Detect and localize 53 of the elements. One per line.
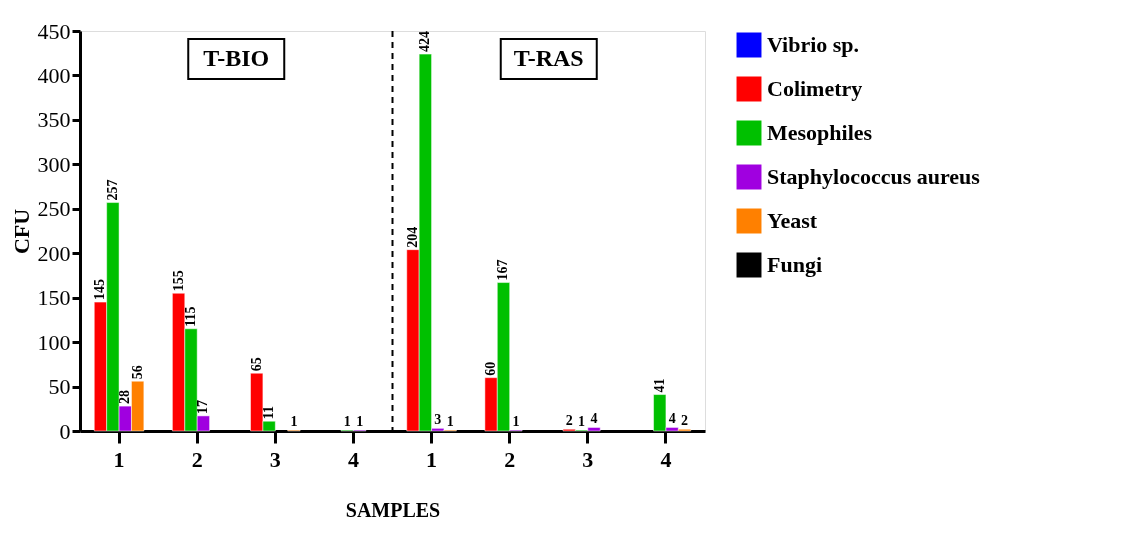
data-label: 3 — [434, 412, 442, 428]
legend-label: Fungi — [767, 252, 823, 277]
y-tick-label: 200 — [37, 240, 71, 266]
data-label: 41 — [651, 378, 667, 393]
data-label: 1 — [343, 414, 351, 430]
data-label: 2 — [565, 413, 573, 429]
data-label: 4 — [668, 411, 676, 427]
data-label: 167 — [495, 259, 511, 281]
legend-label: Mesophiles — [767, 120, 873, 145]
data-label: 115 — [182, 306, 198, 327]
annotation: T-BIO — [203, 45, 270, 71]
data-label: 1 — [356, 414, 364, 430]
data-label: 17 — [195, 399, 211, 414]
y-tick-label: 350 — [37, 107, 71, 133]
data-label: 2 — [681, 413, 689, 429]
data-label: 1 — [290, 414, 298, 430]
y-tick-label: 250 — [37, 196, 71, 222]
data-label: 1 — [446, 414, 454, 430]
y-tick-label: 0 — [59, 418, 71, 444]
x-tick-label: 1 — [426, 446, 438, 472]
legend-label: Vibrio sp. — [767, 32, 860, 57]
x-tick-label: 1 — [113, 446, 125, 472]
legend-label: Yeast — [767, 208, 818, 233]
y-tick-label: 50 — [48, 374, 71, 400]
data-label: 204 — [404, 226, 420, 248]
x-tick-label: 3 — [582, 446, 594, 472]
y-axis-title: CFU — [8, 208, 34, 255]
data-label: 60 — [483, 361, 499, 376]
x-axis-title: SAMPLES — [345, 498, 441, 521]
data-label: 257 — [104, 179, 120, 201]
legend-label: Colimetry — [767, 76, 863, 101]
data-label: 28 — [117, 390, 133, 405]
y-tick-label: 450 — [37, 18, 71, 44]
legend-label: Staphylococcus aureus — [767, 164, 981, 189]
x-tick-label: 3 — [269, 446, 281, 472]
data-label: 145 — [92, 279, 108, 301]
data-label: 155 — [170, 270, 186, 292]
y-tick-label: 100 — [37, 329, 71, 355]
data-label: 4 — [590, 411, 598, 427]
data-label: 424 — [417, 31, 433, 53]
y-tick-label: 400 — [37, 62, 71, 88]
data-label: 11 — [261, 405, 277, 420]
data-label: 65 — [248, 357, 264, 372]
data-label: 56 — [129, 365, 145, 380]
y-tick-label: 300 — [37, 151, 71, 177]
data-label: 1 — [578, 414, 586, 430]
data-label: 1 — [512, 414, 520, 430]
annotation: T-RAS — [513, 45, 584, 71]
x-tick-label: 4 — [347, 446, 359, 472]
y-tick-label: 150 — [37, 285, 71, 311]
x-tick-label: 4 — [660, 446, 672, 472]
x-tick-label: 2 — [504, 446, 516, 472]
x-tick-label: 2 — [191, 446, 203, 472]
